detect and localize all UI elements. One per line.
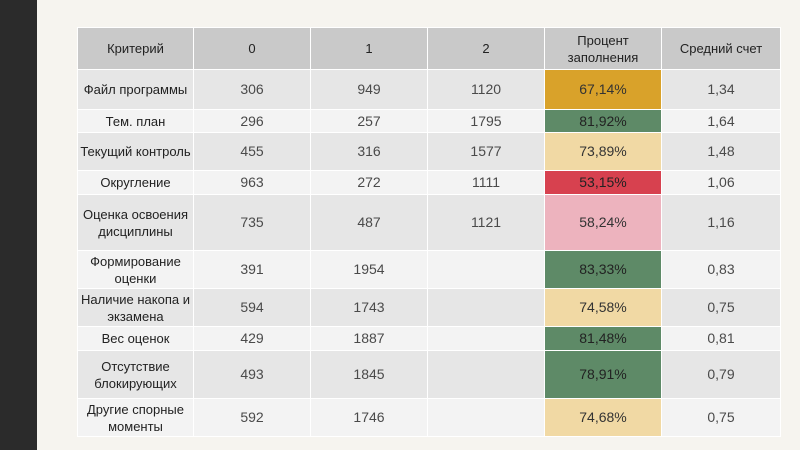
percent-cell: 81,92% — [544, 109, 662, 133]
score-1-cell: 1954 — [310, 250, 428, 289]
table-row: Текущий контроль 455 316 1577 73,89% 1,4… — [77, 132, 781, 171]
header-row: Критерий 0 1 2 Процент заполнения Средни… — [77, 27, 781, 70]
criterion-cell: Оценка освоения дисциплины — [77, 194, 194, 251]
percent-cell: 67,14% — [544, 69, 662, 110]
score-2-cell — [427, 288, 545, 327]
criterion-cell: Файл программы — [77, 69, 194, 110]
table-row: Наличие накопа и экзамена 594 1743 74,58… — [77, 288, 781, 327]
average-cell: 1,06 — [661, 170, 781, 195]
score-1-cell: 1887 — [310, 326, 428, 351]
score-2-cell: 1121 — [427, 194, 545, 251]
score-0-cell: 429 — [193, 326, 311, 351]
score-1-cell: 1845 — [310, 350, 428, 399]
score-1-cell: 1746 — [310, 398, 428, 437]
table-row: Файл программы 306 949 1120 67,14% 1,34 — [77, 69, 781, 110]
average-cell: 0,83 — [661, 250, 781, 289]
table-row: Отсутствие блокирующих 493 1845 78,91% 0… — [77, 350, 781, 399]
table-row: Формирование оценки 391 1954 83,33% 0,83 — [77, 250, 781, 289]
criterion-cell: Другие спорные моменты — [77, 398, 194, 437]
header-score-2: 2 — [427, 27, 545, 70]
average-cell: 0,79 — [661, 350, 781, 399]
average-cell: 0,75 — [661, 288, 781, 327]
average-cell: 1,64 — [661, 109, 781, 133]
average-cell: 0,81 — [661, 326, 781, 351]
average-cell: 1,48 — [661, 132, 781, 171]
score-0-cell: 592 — [193, 398, 311, 437]
left-accent-bar — [0, 0, 37, 450]
average-cell: 1,34 — [661, 69, 781, 110]
score-1-cell: 272 — [310, 170, 428, 195]
score-0-cell: 735 — [193, 194, 311, 251]
criterion-cell: Округление — [77, 170, 194, 195]
criteria-table: Критерий 0 1 2 Процент заполнения Средни… — [77, 27, 781, 437]
criterion-cell: Отсутствие блокирующих — [77, 350, 194, 399]
percent-cell: 73,89% — [544, 132, 662, 171]
score-0-cell: 306 — [193, 69, 311, 110]
criterion-cell: Вес оценок — [77, 326, 194, 351]
score-2-cell: 1111 — [427, 170, 545, 195]
percent-cell: 81,48% — [544, 326, 662, 351]
criterion-cell: Текущий контроль — [77, 132, 194, 171]
score-2-cell — [427, 398, 545, 437]
header-criterion: Критерий — [77, 27, 194, 70]
score-1-cell: 257 — [310, 109, 428, 133]
percent-cell: 83,33% — [544, 250, 662, 289]
header-fill-percent: Процент заполнения — [544, 27, 662, 70]
score-1-cell: 949 — [310, 69, 428, 110]
criterion-cell: Формирование оценки — [77, 250, 194, 289]
table-row: Оценка освоения дисциплины 735 487 1121 … — [77, 194, 781, 251]
score-2-cell — [427, 350, 545, 399]
score-2-cell — [427, 326, 545, 351]
score-2-cell: 1795 — [427, 109, 545, 133]
table-row: Округление 963 272 1111 53,15% 1,06 — [77, 170, 781, 195]
score-1-cell: 1743 — [310, 288, 428, 327]
percent-cell: 74,68% — [544, 398, 662, 437]
header-score-0: 0 — [193, 27, 311, 70]
score-1-cell: 487 — [310, 194, 428, 251]
average-cell: 0,75 — [661, 398, 781, 437]
score-2-cell: 1577 — [427, 132, 545, 171]
table-row: Другие спорные моменты 592 1746 74,68% 0… — [77, 398, 781, 437]
percent-cell: 78,91% — [544, 350, 662, 399]
criterion-cell: Тем. план — [77, 109, 194, 133]
table-row: Вес оценок 429 1887 81,48% 0,81 — [77, 326, 781, 351]
score-1-cell: 316 — [310, 132, 428, 171]
header-score-1: 1 — [310, 27, 428, 70]
score-0-cell: 963 — [193, 170, 311, 195]
table-row: Тем. план 296 257 1795 81,92% 1,64 — [77, 109, 781, 133]
percent-cell: 74,58% — [544, 288, 662, 327]
score-2-cell — [427, 250, 545, 289]
score-0-cell: 296 — [193, 109, 311, 133]
score-0-cell: 493 — [193, 350, 311, 399]
score-2-cell: 1120 — [427, 69, 545, 110]
score-0-cell: 594 — [193, 288, 311, 327]
header-average-score: Средний счет — [661, 27, 781, 70]
score-0-cell: 455 — [193, 132, 311, 171]
percent-cell: 58,24% — [544, 194, 662, 251]
percent-cell: 53,15% — [544, 170, 662, 195]
average-cell: 1,16 — [661, 194, 781, 251]
score-0-cell: 391 — [193, 250, 311, 289]
criterion-cell: Наличие накопа и экзамена — [77, 288, 194, 327]
